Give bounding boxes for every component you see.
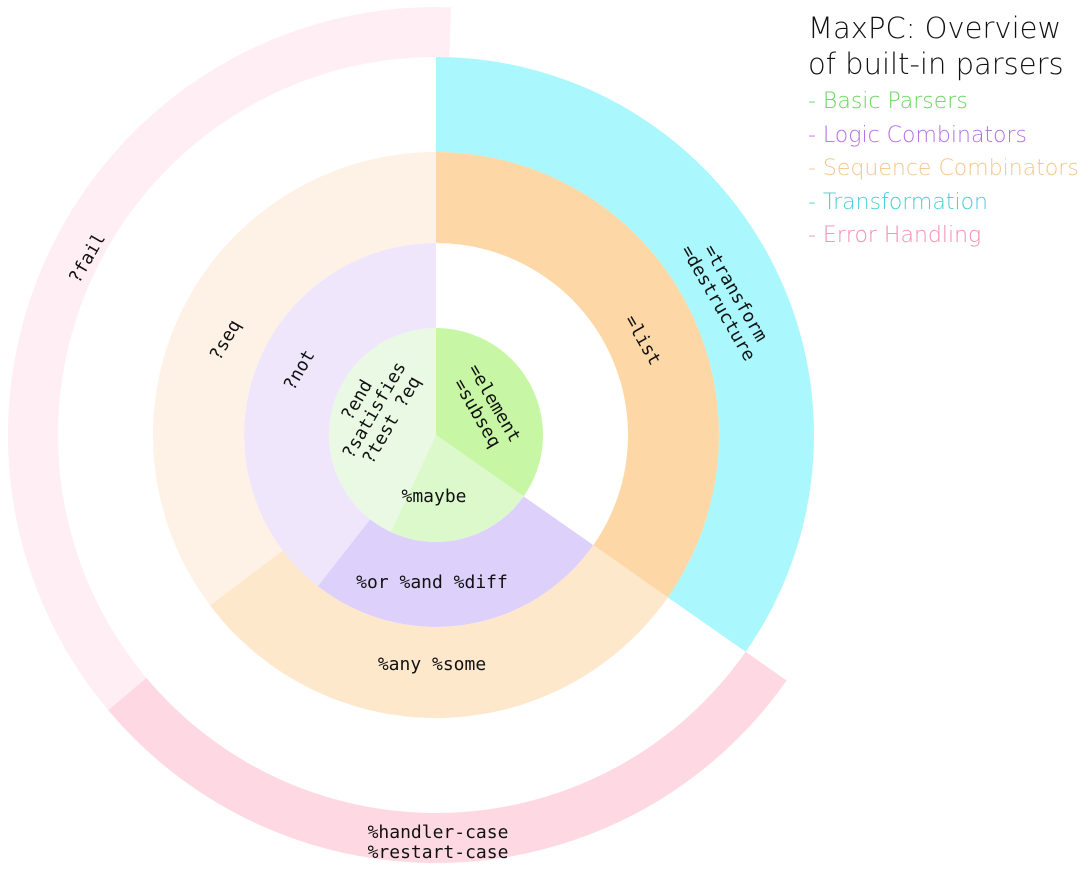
segment-logic-or — [317, 496, 594, 627]
segment-error-fail — [7, 7, 451, 711]
segment-label-line: %maybe — [401, 486, 466, 507]
segment-label-line: %restart-case — [368, 842, 509, 863]
legend-items: - Basic Parsers - Logic Combinators - Sequ… — [808, 85, 1079, 253]
legend-item: - Error Handling — [808, 223, 982, 248]
legend: MaxPC: Overview of built-in parsers - Ba… — [808, 10, 1079, 253]
segment-logic-not — [244, 243, 436, 587]
segment-label-error-handler: %handler-case %restart-case — [368, 822, 509, 863]
legend-item: - Basic Parsers — [808, 89, 968, 114]
segment-label-basic-bottom: %maybe — [401, 486, 466, 507]
segment-seq-any — [209, 545, 668, 719]
segment-label-seq-any: %any %some — [378, 654, 486, 675]
segment-basic-right — [436, 328, 544, 497]
segment-label-logic-or: %or %and %diff — [356, 572, 508, 593]
legend-item: - Logic Combinators — [808, 122, 1028, 148]
segment-label-line: %or %and %diff — [356, 572, 508, 593]
legend-item: - Sequence Combinators — [808, 156, 1079, 181]
segment-label-line: %any %some — [378, 654, 486, 675]
segment-transform-list — [436, 152, 719, 598]
segment-seq-seq — [153, 152, 436, 606]
segment-label-line: %handler-case — [368, 822, 509, 843]
segment-error-handler — [108, 651, 787, 863]
legend-item: - Transformation — [808, 189, 988, 215]
segment-transform-outer — [436, 57, 814, 652]
diagram-title-line-1: MaxPC: Overview — [808, 11, 1062, 45]
segment-basic-left — [329, 328, 436, 532]
segment-basic-bottom — [390, 435, 524, 542]
diagram-title-line-2: of built-in parsers — [808, 47, 1064, 81]
ring-segments — [7, 7, 814, 863]
